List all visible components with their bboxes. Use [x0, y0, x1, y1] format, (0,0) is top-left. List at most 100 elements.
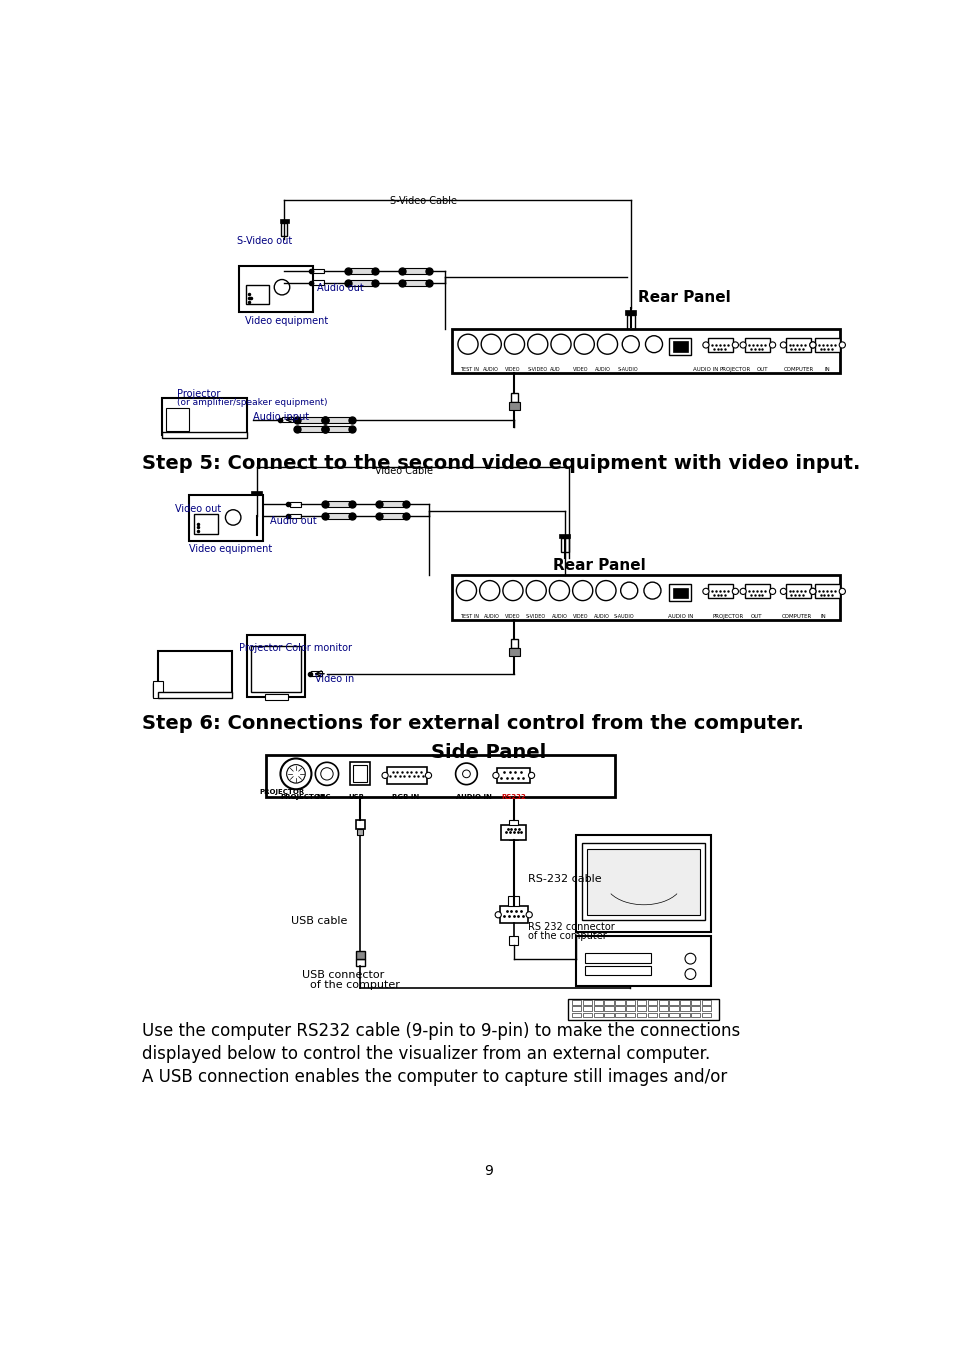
Bar	[499, 906, 527, 923]
Text: PROJECTOR: PROJECTOR	[280, 793, 325, 800]
Circle shape	[479, 581, 499, 601]
Circle shape	[809, 588, 815, 594]
Circle shape	[549, 581, 569, 601]
Circle shape	[621, 336, 639, 352]
Bar	[626, 315, 634, 329]
Circle shape	[684, 953, 695, 964]
Bar	[313, 280, 323, 284]
Bar	[324, 513, 352, 519]
Bar	[497, 768, 530, 783]
Text: AUDIO: AUDIO	[595, 367, 610, 372]
Circle shape	[315, 762, 338, 785]
Bar	[637, 1013, 645, 1017]
Bar	[672, 588, 687, 598]
Bar	[353, 765, 367, 783]
Bar	[378, 501, 406, 508]
Bar	[153, 681, 162, 699]
Text: Video in: Video in	[314, 674, 354, 684]
Text: Video equipment: Video equipment	[189, 544, 272, 554]
Text: S-Video out: S-Video out	[236, 237, 292, 246]
Text: MIC: MIC	[315, 793, 331, 800]
Circle shape	[645, 336, 661, 352]
Text: TEST IN: TEST IN	[459, 367, 478, 372]
Bar	[691, 1001, 700, 1005]
Bar	[281, 222, 287, 237]
Bar	[785, 338, 810, 352]
Text: TEST IN: TEST IN	[459, 613, 478, 619]
Bar	[297, 425, 324, 432]
Circle shape	[740, 588, 745, 594]
Bar	[744, 338, 769, 352]
Bar	[153, 682, 161, 697]
Circle shape	[528, 772, 534, 779]
Bar	[744, 585, 769, 598]
Circle shape	[809, 588, 815, 594]
Bar	[815, 585, 840, 598]
Text: COMPUTER: COMPUTER	[783, 367, 814, 372]
Bar	[239, 265, 313, 311]
Circle shape	[732, 343, 738, 348]
Text: PROJECTOR: PROJECTOR	[711, 613, 742, 619]
Text: VIDEO: VIDEO	[505, 367, 520, 372]
Bar	[647, 1001, 657, 1005]
Bar	[701, 1006, 711, 1011]
Text: Video out: Video out	[174, 504, 221, 515]
Bar	[584, 953, 650, 963]
Text: S-VIDEO: S-VIDEO	[525, 613, 546, 619]
Text: AUDIO IN: AUDIO IN	[456, 793, 492, 800]
Bar	[584, 965, 650, 975]
Text: AUDIO IN: AUDIO IN	[667, 613, 693, 619]
Text: USB connector: USB connector	[302, 971, 384, 980]
Circle shape	[502, 581, 522, 601]
Bar	[158, 692, 232, 699]
Text: PROJECTOR: PROJECTOR	[720, 367, 750, 372]
Bar	[647, 1013, 657, 1017]
Bar	[647, 1006, 657, 1011]
Bar	[279, 219, 289, 222]
Bar	[672, 341, 687, 352]
Circle shape	[525, 581, 546, 601]
Bar	[658, 1001, 667, 1005]
Bar	[615, 1013, 624, 1017]
Bar	[290, 502, 300, 506]
Text: RS-232 cable: RS-232 cable	[527, 873, 600, 884]
Circle shape	[702, 588, 708, 594]
Bar	[162, 398, 247, 435]
Bar	[324, 425, 352, 432]
Bar	[324, 501, 352, 508]
Bar	[604, 1006, 613, 1011]
Text: AUD: AUD	[550, 367, 560, 372]
Circle shape	[780, 343, 785, 348]
Text: Rear Panel: Rear Panel	[553, 558, 645, 573]
Bar	[707, 338, 732, 352]
Circle shape	[702, 343, 708, 348]
Text: A USB connection enables the computer to capture still images and/or: A USB connection enables the computer to…	[142, 1068, 727, 1086]
Bar	[509, 649, 519, 657]
Bar	[691, 1013, 700, 1017]
Bar	[282, 417, 293, 422]
Bar	[452, 575, 840, 620]
Bar	[297, 417, 324, 422]
Circle shape	[839, 588, 844, 594]
Text: S-AUDIO: S-AUDIO	[617, 367, 638, 372]
Bar	[582, 1013, 592, 1017]
Bar	[509, 402, 519, 410]
Text: 9: 9	[484, 1164, 493, 1178]
Text: Audio out: Audio out	[270, 516, 316, 525]
Circle shape	[572, 581, 592, 601]
Circle shape	[320, 768, 333, 780]
Bar	[162, 432, 247, 439]
Bar	[386, 766, 427, 784]
Bar	[567, 999, 719, 1021]
Text: of the computer: of the computer	[527, 932, 606, 941]
Bar	[593, 1006, 602, 1011]
Text: RS232: RS232	[500, 793, 525, 800]
Bar	[679, 1013, 689, 1017]
Bar	[558, 533, 570, 539]
Text: USB cable: USB cable	[291, 917, 347, 926]
Bar	[575, 835, 711, 932]
Bar	[348, 268, 375, 274]
Text: of the computer: of the computer	[310, 980, 399, 990]
Bar	[604, 1013, 613, 1017]
Bar	[189, 496, 262, 542]
